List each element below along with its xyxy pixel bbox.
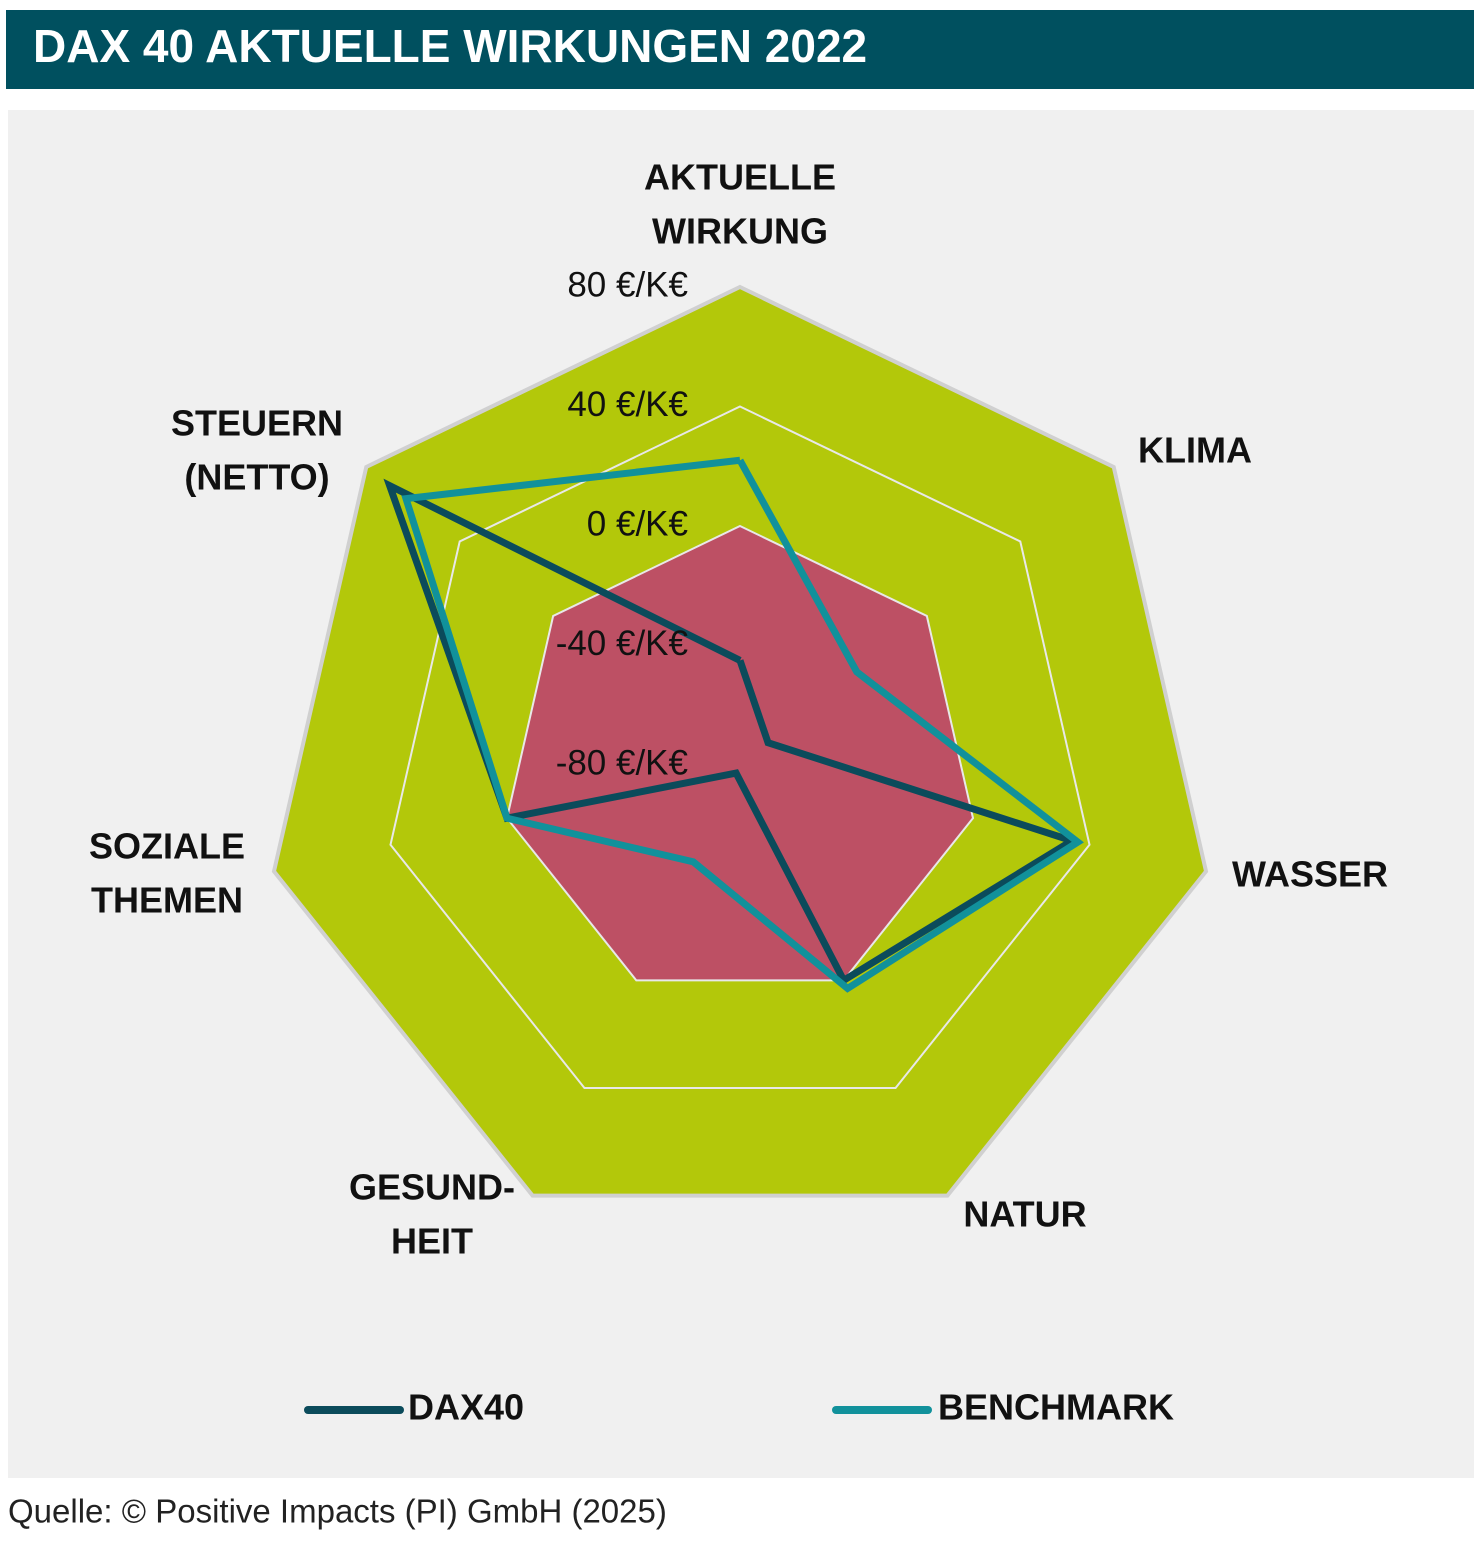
category-label: AKTUELLE xyxy=(644,157,836,198)
category-label: WIRKUNG xyxy=(652,211,828,252)
series-line xyxy=(383,478,1081,986)
tick-label: -80 €/K€ xyxy=(556,743,688,782)
tick-label: 0 €/K€ xyxy=(587,504,688,543)
series-line xyxy=(401,456,1084,993)
category-label: SOZIALE xyxy=(89,826,245,867)
chart-title: DAX 40 AKTUELLE WIRKUNGEN 2022 xyxy=(33,20,867,72)
title-bar xyxy=(6,10,1474,89)
tick-label: 80 €/K€ xyxy=(567,265,688,304)
category-label: (NETTO) xyxy=(184,457,329,498)
tick-label: -40 €/K€ xyxy=(556,624,688,663)
grid-ring xyxy=(389,405,1091,1089)
category-label: GESUND- xyxy=(349,1167,515,1208)
category-label: HEIT xyxy=(391,1221,473,1262)
category-label: STEUERN xyxy=(171,403,343,444)
category-label: NATUR xyxy=(963,1194,1086,1235)
legend-label: DAX40 xyxy=(408,1387,524,1428)
inner-area xyxy=(505,524,975,982)
tick-label: 40 €/K€ xyxy=(567,385,688,424)
source: Quelle: © Positive Impacts (PI) GmbH (20… xyxy=(8,1493,667,1530)
category-label: WASSER xyxy=(1232,854,1388,895)
legend-label: BENCHMARK xyxy=(938,1387,1174,1428)
category-label: THEMEN xyxy=(91,880,243,921)
category-label: KLIMA xyxy=(1138,430,1252,471)
